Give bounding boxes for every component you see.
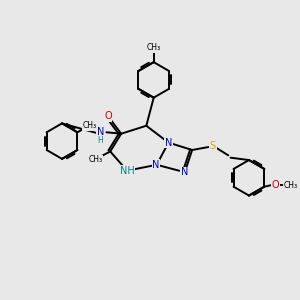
Text: CH₃: CH₃ <box>284 181 298 190</box>
Text: CH₃: CH₃ <box>83 121 97 130</box>
Text: CH₃: CH₃ <box>88 155 103 164</box>
Text: N: N <box>181 167 188 177</box>
Text: H: H <box>98 136 103 145</box>
Text: O: O <box>104 111 112 121</box>
Text: S: S <box>210 142 216 152</box>
Text: CH₃: CH₃ <box>147 44 161 52</box>
Text: NH: NH <box>120 166 134 176</box>
Text: N: N <box>152 160 160 170</box>
Text: N: N <box>97 127 104 137</box>
Text: N: N <box>165 138 172 148</box>
Text: O: O <box>272 180 279 190</box>
